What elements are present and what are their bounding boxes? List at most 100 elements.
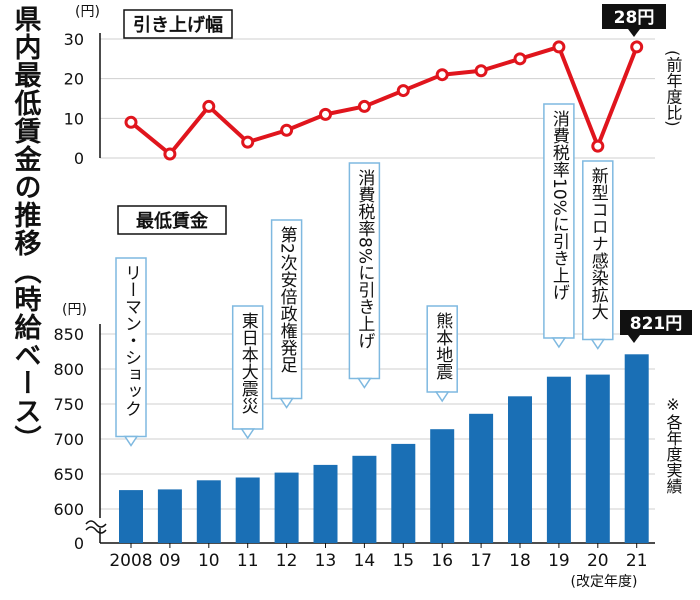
x-tick-label: 11 (237, 551, 259, 571)
bottom-y-tick: 750 (53, 395, 84, 414)
top-y-tick: 30 (64, 30, 84, 49)
increase-points (124, 40, 644, 161)
top-y-tick: 0 (74, 149, 84, 168)
x-tick-label: 19 (548, 551, 570, 571)
increase-line-chart: 0 10 20 30 (円) 引き上げ幅 28円 (前年度比) (64, 4, 683, 168)
wage-bar (585, 374, 610, 543)
top-chart-title-box (123, 9, 233, 39)
wage-bar (391, 443, 416, 543)
event-annotations: リーマン・ショック 東日本大震災 第2次安倍政権発足 消費税率8%に引き上げ熊本地震 消… (115, 103, 614, 447)
annotation-label: 熊本地震 (432, 312, 453, 380)
x-tick-label: 18 (509, 551, 531, 571)
x-tick-label: 2008 (109, 551, 152, 571)
annotation-pointer (279, 397, 295, 409)
increase-point (552, 40, 566, 54)
bottom-side-note: ※各年度実績 (664, 395, 683, 494)
top-chart-title: 引き上げ幅 (133, 14, 223, 36)
wage-bar (469, 413, 494, 543)
top-y-tick: 10 (64, 109, 84, 128)
top-y-tick-labels: 0 10 20 30 (64, 30, 84, 168)
wage-bar (313, 464, 338, 543)
wage-bar (235, 477, 260, 543)
x-tick-label: 10 (198, 551, 220, 571)
bottom-callout-box (620, 310, 692, 335)
wage-bar (508, 396, 532, 543)
annotation-pointer (434, 391, 450, 403)
increase-point (630, 40, 644, 54)
annotation-box (348, 162, 381, 380)
top-callout-box (602, 4, 666, 29)
wage-bar (546, 376, 571, 543)
bottom-y-tick: 600 (53, 500, 84, 519)
bottom-y-tick: 700 (53, 430, 84, 449)
increase-point (357, 99, 371, 113)
annotation-pointer (356, 377, 372, 389)
x-tick-label: 12 (276, 551, 298, 571)
x-tick-label: 17 (470, 551, 492, 571)
increase-point (163, 147, 177, 161)
top-y-tick: 20 (64, 70, 84, 89)
wage-bar (624, 354, 649, 543)
x-tick-label: 09 (159, 551, 181, 571)
wage-bar (157, 489, 182, 543)
increase-point (513, 52, 527, 66)
x-tick-label: 13 (315, 551, 337, 571)
annotation-label: 東日本大震災 (238, 312, 259, 414)
bottom-chart-title-box (117, 205, 227, 235)
bottom-y-tick: 850 (53, 325, 84, 344)
bottom-unit-label: (円) (62, 302, 87, 318)
event-annotation: 新型コロナ感染拡大 (582, 160, 614, 350)
annotation-pointer (590, 338, 606, 350)
top-callout: 28円 (614, 8, 655, 28)
event-annotation: 東日本大震災 (231, 305, 264, 440)
annotation-label: 消費税率8%に引き上げ (354, 169, 375, 349)
wage-bar (352, 455, 377, 543)
minimum-wage-bar-chart: 最低賃金 (円) 0 600 650 700 750 800 850 リーマン・ショック 東日… (53, 103, 692, 590)
increase-point (280, 123, 294, 137)
bottom-y-tick-labels: 0 600 650 700 750 800 850 (53, 325, 84, 553)
annotation-pointer (123, 435, 139, 447)
top-callout-pointer (628, 29, 640, 37)
event-annotation: 熊本地震 (426, 305, 458, 403)
increase-point (202, 99, 216, 113)
wage-bars (119, 354, 649, 543)
event-annotation: 消費税率8%に引き上げ (348, 162, 381, 389)
event-annotation: 第2次安倍政権発足 (270, 219, 303, 409)
increase-point (474, 64, 488, 78)
annotation-label: 新型コロナ感染拡大 (588, 167, 609, 320)
bottom-chart-title: 最低賃金 (136, 210, 209, 232)
increase-point (319, 107, 332, 121)
x-tick-labels: 2008 09 10 11 12 13 14 15 16 17 18 19 20 21 (109, 543, 648, 571)
annotation-label: 消費税率10%に引き上げ (549, 110, 570, 301)
bottom-y-tick: 0 (74, 534, 84, 553)
wage-bar (430, 429, 455, 543)
wage-bar (119, 490, 143, 543)
annotation-label: 第2次安倍政権発足 (277, 226, 298, 373)
top-side-note: (前年度比) (664, 50, 683, 126)
x-axis-note: (改定年度) (571, 574, 638, 590)
annotation-pointer (551, 337, 567, 349)
increase-point (124, 115, 138, 129)
bottom-y-tick: 800 (53, 360, 84, 379)
bottom-y-tick: 650 (53, 465, 84, 484)
increase-series-line (129, 44, 639, 157)
x-tick-label: 21 (626, 551, 648, 571)
increase-point (435, 68, 449, 82)
page-title: 県内最低賃金の推移（時給ベース） (10, 5, 43, 453)
x-tick-label: 15 (392, 551, 414, 571)
annotation-pointer (240, 428, 256, 440)
bottom-callout: 821円 (630, 314, 683, 334)
event-annotation: 消費税率10%に引き上げ (543, 103, 575, 349)
increase-point (396, 84, 410, 98)
annotation-box (115, 257, 147, 438)
increase-point (241, 135, 255, 149)
bottom-callout-pointer (628, 335, 640, 343)
wage-bar (274, 472, 299, 543)
x-tick-label: 14 (354, 551, 376, 571)
event-annotation: リーマン・ショック (115, 257, 147, 447)
annotation-box (582, 160, 614, 341)
x-tick-label: 20 (587, 551, 609, 571)
axis-break-icon (85, 520, 107, 534)
annotation-box (543, 103, 575, 339)
